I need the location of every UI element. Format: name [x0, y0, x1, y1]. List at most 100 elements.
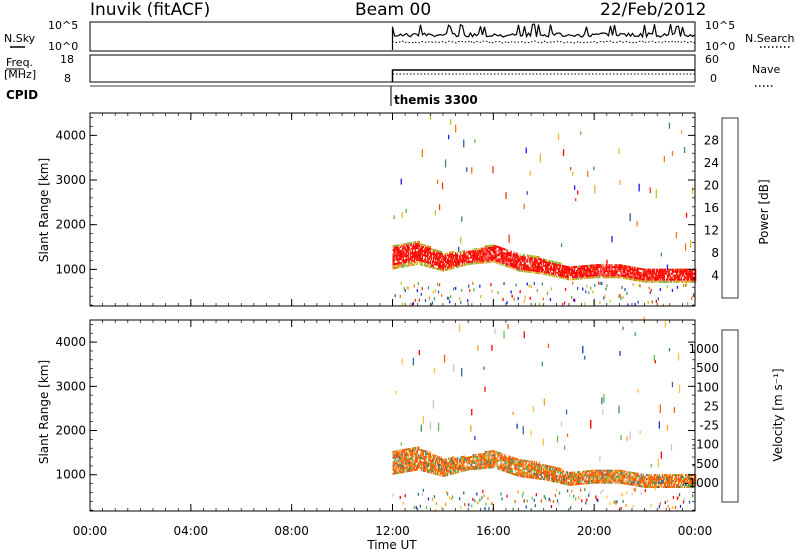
echo-cell: [442, 465, 445, 467]
echo-cell: [491, 344, 493, 351]
echo-cell: [491, 466, 493, 469]
echo-cell: [499, 456, 501, 459]
echo-cell: [626, 476, 628, 479]
echo-cell: [562, 269, 565, 272]
echo-cell: [677, 478, 680, 481]
echo-cell: [611, 473, 613, 476]
echo-cell: [636, 273, 638, 276]
echo-cell: [460, 255, 462, 257]
echo-cell: [654, 486, 656, 488]
echo-cell: [438, 266, 441, 269]
echo-cell: [450, 465, 452, 468]
echo-cell: [633, 266, 635, 269]
echo-cell: [578, 475, 580, 478]
echo-cell: [426, 452, 429, 455]
echo-cell: [667, 480, 670, 483]
echo-cell: [656, 476, 658, 479]
echo-cell: [557, 274, 560, 277]
echo-cell: [452, 464, 454, 467]
echo-cell: [607, 477, 609, 480]
echo-cell: [559, 262, 562, 265]
echo-cell: [687, 280, 690, 283]
echo-cell: [400, 455, 402, 458]
echo-cell: [470, 468, 472, 471]
echo-cell: [671, 480, 674, 483]
echo-cell: [645, 270, 647, 273]
echo-cell: [644, 268, 646, 271]
echo-cell: [620, 479, 622, 482]
echo-cell: [540, 467, 542, 470]
echo-cell: [501, 261, 503, 264]
echo-cell: [442, 267, 445, 270]
echo-cell: [448, 471, 450, 474]
echo-cell: [392, 464, 394, 467]
echo-cell: [641, 268, 643, 271]
echo-cell: [527, 468, 529, 471]
echo-cell: [507, 457, 509, 460]
echo-cell: [510, 254, 512, 257]
echo-cell: [504, 258, 506, 261]
echo-cell: [531, 255, 533, 258]
echo-cell: [554, 494, 557, 497]
echo-cell: [504, 460, 506, 463]
echo-cell: [437, 268, 440, 271]
echo-cell: [511, 257, 513, 259]
echo-cell: [678, 268, 681, 271]
echo-cell: [572, 172, 574, 176]
echo-cell: [563, 445, 566, 450]
echo-cell: [562, 474, 565, 477]
echo-cell: [542, 264, 544, 267]
echo-cell: [472, 262, 474, 265]
echo-cell: [449, 469, 451, 472]
echo-cell: [424, 256, 427, 259]
echo-cell: [413, 261, 415, 264]
echo-cell: [425, 466, 428, 469]
echo-cell: [683, 498, 686, 502]
echo-cell: [551, 478, 554, 481]
echo-cell: [397, 266, 399, 269]
echo-cell: [454, 264, 456, 267]
echo-cell: [638, 483, 640, 485]
echo-cell: [432, 254, 435, 257]
echo-cell: [532, 265, 534, 268]
echo-cell: [488, 251, 490, 253]
echo-cell: [681, 268, 684, 271]
echo-cell: [461, 260, 463, 263]
echo-cell: [505, 264, 507, 267]
echo-cell: [441, 468, 444, 471]
date-title: 22/Feb/2012: [600, 0, 706, 20]
echo-cell: [462, 254, 464, 257]
echo-cell: [604, 276, 606, 279]
echo-cell: [621, 478, 623, 480]
echo-cell: [532, 261, 534, 264]
echo-cell: [426, 464, 429, 467]
echo-cell: [667, 268, 670, 271]
echo-cell: [510, 260, 512, 263]
echo-cell: [434, 454, 437, 457]
echo-cell: [546, 291, 549, 295]
echo-cell: [686, 274, 689, 277]
echo-cell: [597, 268, 599, 271]
echo-cell: [677, 486, 680, 488]
echo-cell: [562, 476, 565, 479]
echo-cell: [470, 260, 472, 263]
echo-cell: [692, 274, 694, 277]
echo-cell: [434, 466, 437, 469]
echo-cell: [673, 270, 676, 273]
echo-cell: [405, 452, 407, 455]
echo-cell: [569, 481, 571, 484]
echo-cell: [559, 479, 562, 482]
echo-cell: [647, 476, 649, 479]
echo-cell: [396, 262, 398, 265]
echo-cell: [481, 251, 483, 254]
echo-cell: [446, 268, 449, 271]
echo-cell: [411, 259, 413, 262]
echo-cell: [539, 260, 541, 263]
echo-cell: [598, 481, 600, 484]
echo-cell: [678, 480, 681, 483]
echo-cell: [544, 265, 547, 268]
echo-cell: [466, 257, 468, 260]
echo-cell: [396, 248, 398, 251]
echo-cell: [531, 468, 533, 471]
echo-cell: [537, 256, 539, 259]
